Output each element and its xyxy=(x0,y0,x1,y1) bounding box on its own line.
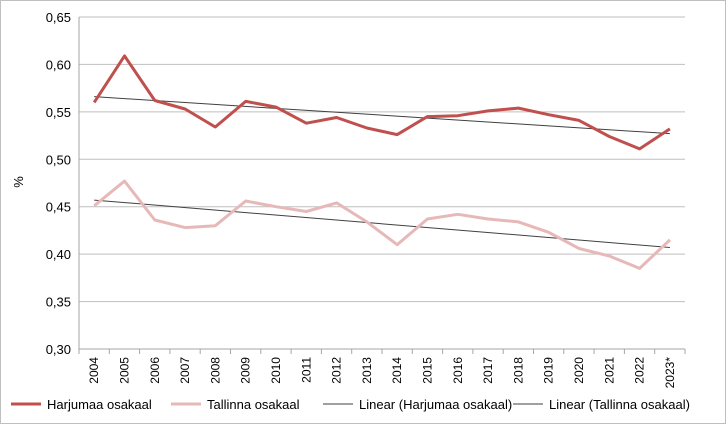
x-tick-label: 2008 xyxy=(208,357,222,384)
y-tick-label: 0,50 xyxy=(46,152,71,167)
x-tick-label: 2019 xyxy=(542,357,556,384)
y-tick-label: 0,40 xyxy=(46,247,71,262)
legend: Harjumaa osakaal Tallinna osakaal Linear (… xyxy=(11,397,690,412)
x-tick-label: 2014 xyxy=(390,357,404,384)
x-tick-label: 2012 xyxy=(330,357,344,384)
x-tick-label: 2006 xyxy=(148,357,162,384)
x-tick-label: 2010 xyxy=(269,357,283,384)
y-tick-label: 0,60 xyxy=(46,57,71,72)
legend-label: Harjumaa osakaal xyxy=(47,397,152,412)
y-tick-label: 0,35 xyxy=(46,295,71,310)
y-tick-label: 0,55 xyxy=(46,105,71,120)
x-tick-labels: 2004 2005 2006 2007 2008 2009 2010 2011 2012 2013… xyxy=(87,357,677,389)
x-tick-label: 2004 xyxy=(87,357,101,384)
x-tick-label: 2016 xyxy=(451,357,465,384)
axes xyxy=(78,17,686,354)
legend-label: Tallinna osakaal xyxy=(207,397,300,412)
grid-lines xyxy=(79,16,685,303)
x-tick-label: 2018 xyxy=(511,357,525,384)
x-tick-label: 2009 xyxy=(239,357,253,384)
legend-label: Linear (Harjumaa osakaal) xyxy=(359,397,512,412)
x-tick-label: 2007 xyxy=(178,357,192,384)
y-axis-label: % xyxy=(11,176,26,188)
x-tick-label: 2020 xyxy=(572,357,586,384)
x-tick-label: 2017 xyxy=(481,357,495,384)
trendline xyxy=(94,199,670,249)
x-tick-label: 2022 xyxy=(633,357,647,384)
data-series xyxy=(92,54,671,270)
x-tick-label: 2013 xyxy=(360,357,374,384)
y-tick-label: 0,65 xyxy=(46,10,71,25)
x-tick-label: 2015 xyxy=(420,357,434,384)
x-tick-label: 2011 xyxy=(299,357,313,383)
x-tick-label: 2023* xyxy=(663,357,677,389)
x-tick-label: 2021 xyxy=(602,357,616,384)
x-tick-label: 2005 xyxy=(117,357,131,384)
y-tick-labels: 0,30 0,35 0,40 0,45 0,50 0,55 0,60 0,65 xyxy=(46,10,71,357)
series-line xyxy=(92,54,671,151)
y-tick-label: 0,30 xyxy=(46,342,71,357)
trendline xyxy=(94,96,670,135)
y-tick-label: 0,45 xyxy=(46,200,71,215)
legend-label: Linear (Tallinna osakaal) xyxy=(549,397,690,412)
series-line xyxy=(93,179,671,270)
trendlines xyxy=(94,96,670,249)
